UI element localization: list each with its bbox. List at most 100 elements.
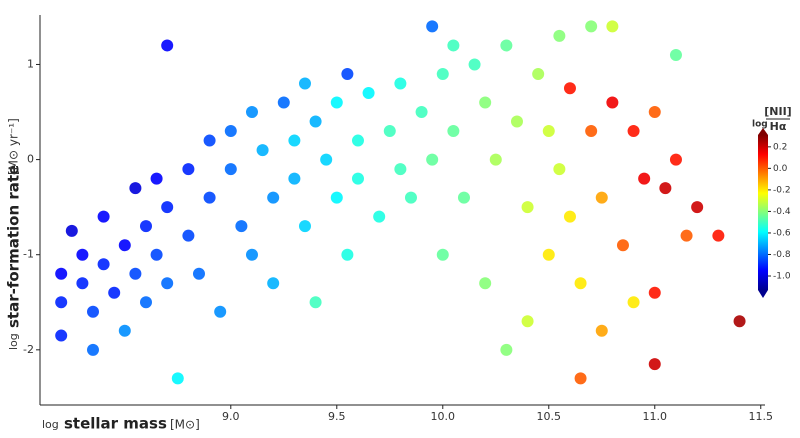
galaxy-point (97, 258, 110, 271)
galaxy-point (65, 224, 78, 237)
galaxy-point (394, 77, 407, 90)
y-tick-label: 1 (27, 57, 34, 70)
galaxy-point (214, 305, 227, 318)
galaxy-point (330, 96, 343, 109)
galaxy-point (118, 239, 131, 252)
galaxy-point (192, 267, 205, 280)
galaxy-point (574, 372, 587, 385)
colorbar-tick-label: 0.0 (773, 164, 788, 174)
x-tick-label: 9.5 (328, 410, 346, 423)
galaxy-point (415, 106, 428, 119)
galaxy-point (150, 248, 163, 261)
x-tick-label: 9.0 (222, 410, 240, 423)
galaxy-point (648, 286, 661, 299)
x-label-unit: [M⊙] (170, 418, 200, 432)
galaxy-point (161, 201, 174, 214)
galaxy-point (627, 296, 640, 309)
galaxy-point (309, 115, 322, 128)
galaxy-point (277, 96, 290, 109)
galaxy-point (489, 153, 502, 166)
galaxy-point (139, 296, 152, 309)
galaxy-point (457, 191, 470, 204)
x-tick-label: 11.0 (643, 410, 668, 423)
galaxy-point (150, 172, 163, 185)
galaxy-point (468, 58, 481, 71)
galaxy-point (542, 248, 555, 261)
galaxy-point (574, 277, 587, 290)
colorbar-tick-label: -0.8 (773, 250, 791, 260)
galaxy-point (436, 67, 449, 80)
galaxy-point (595, 324, 608, 337)
galaxy-point (394, 163, 407, 176)
galaxy-point (383, 125, 396, 138)
galaxy-point (648, 358, 661, 371)
galaxy-point (691, 201, 704, 214)
galaxy-point (224, 125, 237, 138)
colorbar-tick-label: -1.0 (773, 272, 791, 282)
galaxy-point (532, 67, 545, 80)
galaxy-point (182, 163, 195, 176)
galaxy-point (330, 191, 343, 204)
galaxy-point (553, 163, 566, 176)
galaxy-point (436, 248, 449, 261)
galaxy-point (55, 329, 68, 342)
galaxy-point (648, 106, 661, 119)
galaxy-point (341, 67, 354, 80)
galaxy-point (712, 229, 725, 242)
galaxy-point (171, 372, 184, 385)
galaxy-point (542, 125, 555, 138)
galaxy-point (86, 305, 99, 318)
galaxy-point (288, 134, 301, 147)
galaxy-point (224, 163, 237, 176)
galaxy-point (86, 343, 99, 356)
galaxy-point (510, 115, 523, 128)
galaxy-point (55, 296, 68, 309)
galaxy-point (595, 191, 608, 204)
galaxy-point (373, 210, 386, 223)
y-label-prefix: log (7, 333, 20, 350)
galaxy-point (351, 134, 364, 147)
galaxy-point (341, 248, 354, 261)
galaxy-point (129, 182, 142, 195)
x-tick-label: 10.5 (537, 410, 562, 423)
galaxy-point (627, 125, 640, 138)
galaxy-point (426, 153, 439, 166)
galaxy-point (606, 96, 619, 109)
galaxy-point (245, 248, 258, 261)
galaxy-point (235, 220, 248, 233)
y-tick-label: -1 (23, 248, 34, 261)
galaxy-point (161, 277, 174, 290)
galaxy-point (309, 296, 322, 309)
galaxy-point (404, 191, 417, 204)
galaxy-point (351, 172, 364, 185)
x-label-prefix: log (42, 418, 59, 431)
galaxy-point (521, 201, 534, 214)
galaxy-point (161, 39, 174, 52)
galaxy-point (606, 20, 619, 33)
galaxy-point (139, 220, 152, 233)
galaxy-point (616, 239, 629, 252)
galaxy-point (267, 277, 280, 290)
galaxy-point (585, 125, 598, 138)
galaxy-point (447, 125, 460, 138)
galaxy-point (563, 210, 576, 223)
galaxy-point (267, 191, 280, 204)
galaxy-point (108, 286, 121, 299)
galaxy-point (500, 39, 513, 52)
galaxy-point (669, 48, 682, 61)
galaxy-point (479, 277, 492, 290)
galaxy-point (298, 220, 311, 233)
galaxy-point (256, 144, 269, 157)
colorbar-tick-label: -0.4 (773, 207, 791, 217)
galaxy-point (479, 96, 492, 109)
y-tick-label: 0 (27, 153, 34, 166)
colorbar-denominator: Hα (770, 120, 787, 133)
galaxy-point (426, 20, 439, 33)
galaxy-point (521, 315, 534, 328)
galaxy-point (659, 182, 672, 195)
galaxy-point (203, 134, 216, 147)
galaxy-point (362, 87, 375, 99)
galaxy-point (76, 248, 89, 261)
galaxy-point (669, 153, 682, 166)
